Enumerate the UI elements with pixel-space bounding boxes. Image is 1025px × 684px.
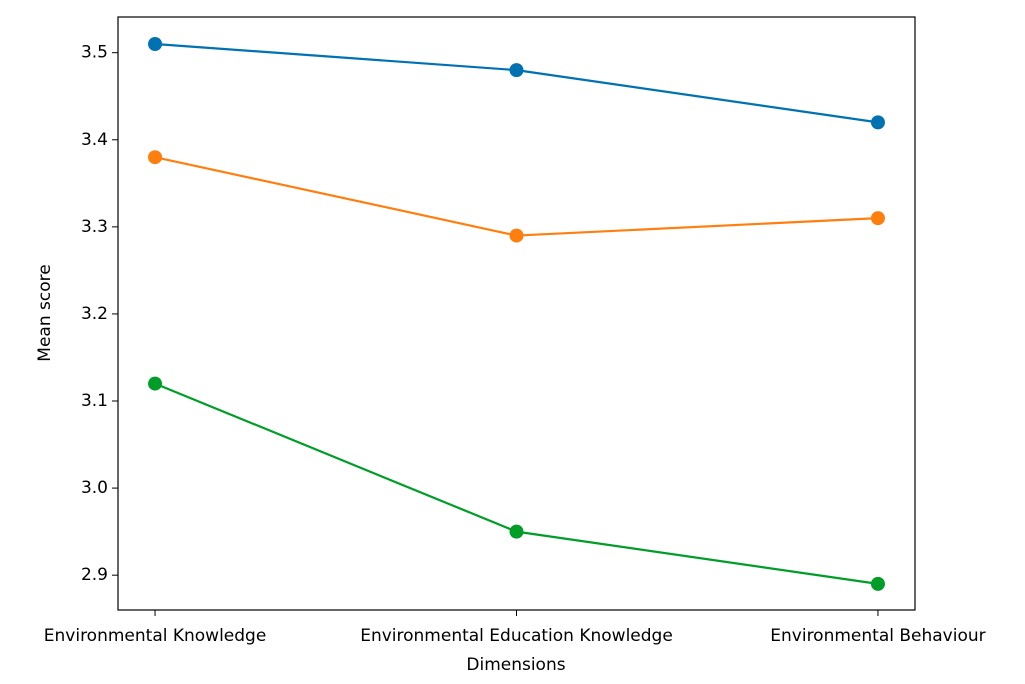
x-tick-label: Environmental Knowledge xyxy=(44,626,267,646)
point xyxy=(870,211,885,226)
point xyxy=(870,576,885,591)
y-tick-label: 3.0 xyxy=(81,478,108,498)
point xyxy=(148,376,163,391)
y-tick-label: 3.1 xyxy=(81,391,108,411)
series-line xyxy=(154,42,879,124)
point xyxy=(509,63,524,78)
x-tick-label: Environmental Behaviour xyxy=(770,626,985,646)
point xyxy=(509,524,524,539)
point xyxy=(148,36,163,51)
x-tick-label: Environmental Education Knowledge xyxy=(360,626,673,646)
y-tick-label: 3.2 xyxy=(81,304,108,324)
y-tick-label: 3.4 xyxy=(81,130,108,150)
y-axis-label: Mean score xyxy=(35,264,55,361)
y-tick-label: 3.3 xyxy=(81,217,108,237)
point xyxy=(870,115,885,130)
x-axis-label: Dimensions xyxy=(466,655,565,675)
plot-frame xyxy=(117,16,916,611)
series-line xyxy=(154,382,879,585)
point xyxy=(509,228,524,243)
point xyxy=(148,150,163,165)
series-line xyxy=(154,156,879,237)
y-tick-label: 3.5 xyxy=(81,43,108,63)
y-tick-label: 2.9 xyxy=(81,565,108,585)
